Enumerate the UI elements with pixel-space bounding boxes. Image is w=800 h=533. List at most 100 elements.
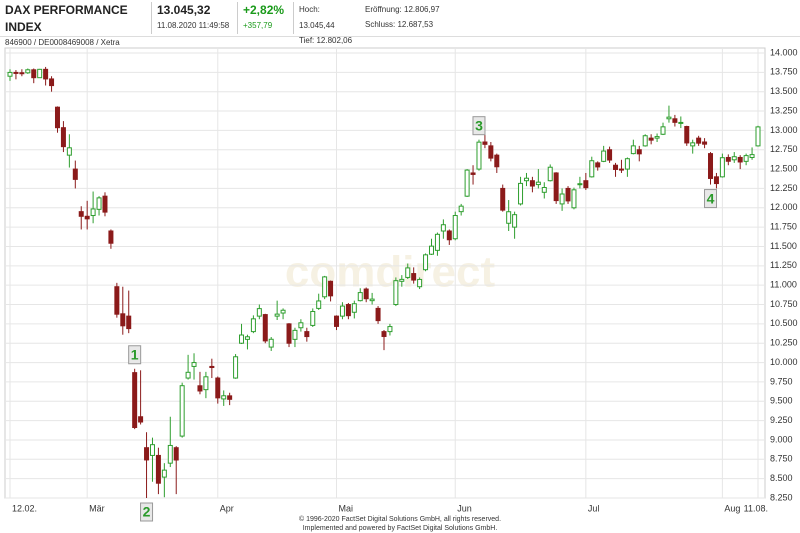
candle-body: [227, 395, 233, 400]
candle-body: [334, 315, 340, 327]
high: Hoch: 13.045,44: [299, 5, 335, 30]
candle-body: [149, 444, 155, 456]
candle-body: [571, 189, 577, 209]
candle-body: [411, 273, 417, 281]
candle-body: [84, 215, 90, 220]
candle-body: [565, 187, 571, 202]
candle-body: [298, 322, 304, 329]
candle-body: [624, 158, 630, 170]
candle-body: [256, 308, 262, 317]
candle-body: [636, 149, 642, 155]
y-tick-label: 12.250: [770, 183, 798, 193]
candle-body: [506, 211, 512, 224]
y-tick-label: 11.250: [770, 260, 797, 270]
candle-body: [304, 331, 310, 338]
candle-body: [618, 168, 624, 171]
candle-body: [547, 166, 553, 182]
candle-body: [482, 141, 488, 145]
candle-body: [280, 309, 286, 314]
x-tick-label: 11.08.: [744, 503, 768, 513]
y-tick-label: 10.000: [770, 357, 798, 367]
quote-header: DAX PERFORMANCE INDEX 846900 / DE0008469…: [0, 0, 800, 47]
candle-body: [696, 137, 702, 144]
candle-body: [108, 230, 114, 244]
candle-body: [49, 78, 55, 87]
marker-label: 4: [707, 190, 715, 206]
y-tick-label: 8.500: [770, 473, 793, 483]
candle-body: [78, 211, 84, 217]
instrument: DAX PERFORMANCE INDEX 846900 / DE0008469…: [0, 2, 152, 47]
marker-box: [128, 345, 142, 365]
candle-body: [262, 314, 268, 342]
candle-body: [144, 447, 150, 461]
x-tick-label: Apr: [220, 503, 234, 513]
candle-body: [54, 106, 60, 129]
y-tick-label: 12.750: [770, 144, 798, 154]
candle-body: [470, 172, 476, 175]
candle-body: [654, 136, 660, 139]
candle-body: [66, 147, 72, 156]
y-tick-label: 12.000: [770, 202, 798, 212]
candle-body: [405, 267, 411, 278]
candle-body: [138, 416, 144, 423]
open-close: Eröffnung: 12.806,97 Schluss: 12.687,53: [360, 2, 480, 34]
change-block: +2,82% +357,79: [238, 2, 294, 34]
candle-body: [19, 72, 25, 75]
y-tick-label: 9.750: [770, 376, 793, 386]
candle-body: [713, 176, 719, 185]
change-pct: +2,82%: [243, 3, 285, 17]
y-tick-label: 11.500: [770, 241, 797, 251]
open: Eröffnung: 12.806,97: [365, 5, 440, 14]
candle-body: [215, 377, 221, 399]
candle-body: [476, 141, 482, 170]
candle-body: [316, 300, 322, 309]
candle-body: [72, 168, 78, 180]
y-tick-label: 9.000: [770, 434, 793, 444]
candle-body: [642, 135, 648, 147]
candle-body: [357, 292, 363, 302]
marker-label: 1: [131, 346, 139, 362]
candle-body: [167, 444, 173, 464]
candle-body: [161, 469, 167, 478]
powered-by: Implemented and powered by FactSet Digit…: [302, 525, 498, 532]
y-tick-label: 12.500: [770, 163, 798, 173]
watermark: comdirect: [285, 248, 496, 297]
candle-body: [221, 395, 227, 400]
instrument-name: DAX PERFORMANCE INDEX: [5, 3, 128, 34]
candle-body: [102, 195, 108, 213]
candle-body: [244, 336, 250, 340]
candle-body: [458, 205, 464, 213]
candle-body: [191, 362, 197, 367]
candle-body: [239, 334, 245, 344]
y-tick-label: 8.750: [770, 454, 793, 464]
candle-body: [345, 304, 351, 317]
candle-body: [434, 233, 440, 251]
candle-body: [179, 385, 185, 437]
time: 11.08.2020 11:49:58: [157, 21, 230, 30]
candle-body: [13, 71, 19, 74]
candle-body: [518, 182, 524, 205]
candle-body: [583, 180, 589, 189]
copyright: © 1996-2020 FactSet Digital Solutions Gm…: [298, 516, 502, 523]
marker-box: [472, 116, 486, 136]
candle-body: [725, 156, 731, 162]
candle-body: [369, 298, 375, 302]
candle-body: [464, 169, 470, 197]
candle-body: [601, 150, 607, 162]
candle-body: [428, 245, 434, 255]
candle-body: [292, 329, 298, 340]
candle-body: [363, 288, 369, 300]
price-block: 13.045,32 11.08.2020 11:49:58: [152, 2, 238, 34]
candle-body: [185, 371, 191, 379]
instrument-ids: 846900 / DE0008469008 / Xetra: [5, 38, 120, 47]
candle-body: [452, 215, 458, 240]
candle-body: [328, 280, 334, 297]
candle-body: [553, 172, 559, 202]
footer: © 1996-2020 FactSet Digital Solutions Gm…: [0, 515, 800, 533]
candle-body: [523, 177, 529, 182]
marker-box: [140, 502, 154, 522]
change-abs: +357,79: [243, 21, 273, 30]
candle-body: [678, 121, 684, 124]
candle-body: [31, 69, 37, 79]
